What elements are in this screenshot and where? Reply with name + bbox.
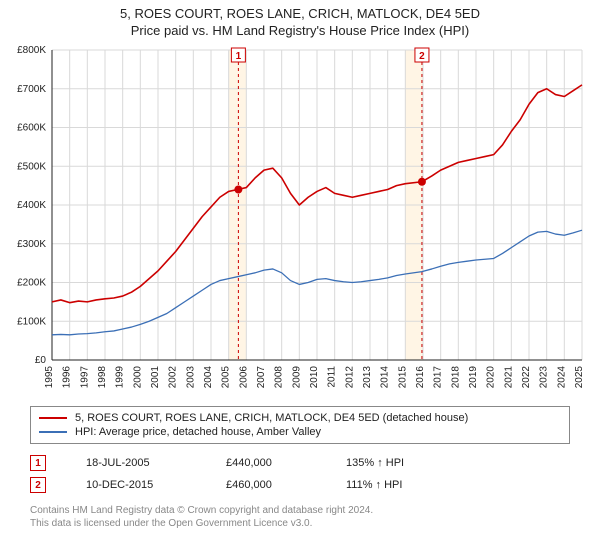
svg-text:2012: 2012 [344, 366, 355, 389]
svg-text:2018: 2018 [450, 366, 461, 389]
legend-item: 5, ROES COURT, ROES LANE, CRICH, MATLOCK… [39, 411, 561, 425]
svg-text:1999: 1999 [115, 366, 126, 389]
svg-text:£300K: £300K [17, 239, 46, 250]
svg-text:2022: 2022 [521, 366, 532, 389]
svg-text:1997: 1997 [79, 366, 90, 389]
legend: 5, ROES COURT, ROES LANE, CRICH, MATLOCK… [30, 406, 570, 444]
sale-row: 1 18-JUL-2005 £440,000 135% ↑ HPI [30, 452, 570, 474]
legend-item: HPI: Average price, detached house, Ambe… [39, 425, 561, 439]
svg-text:2014: 2014 [380, 366, 391, 389]
svg-text:2015: 2015 [397, 366, 408, 389]
svg-text:2013: 2013 [362, 366, 373, 389]
svg-text:2025: 2025 [574, 366, 585, 389]
chart-title-address: 5, ROES COURT, ROES LANE, CRICH, MATLOCK… [0, 6, 600, 21]
sale-hpi-ratio: 111% ↑ HPI [346, 479, 402, 491]
svg-text:1996: 1996 [62, 366, 73, 389]
sale-price: £460,000 [226, 479, 306, 491]
sale-date: 18-JUL-2005 [86, 457, 186, 469]
footer-line: This data is licensed under the Open Gov… [30, 517, 570, 530]
sales-table: 1 18-JUL-2005 £440,000 135% ↑ HPI 2 10-D… [30, 452, 570, 496]
svg-text:2017: 2017 [433, 366, 444, 389]
svg-text:£800K: £800K [17, 45, 46, 56]
svg-text:2016: 2016 [415, 366, 426, 389]
svg-text:£600K: £600K [17, 123, 46, 134]
svg-text:£700K: £700K [17, 84, 46, 95]
svg-text:2011: 2011 [327, 366, 338, 388]
chart-title-block: 5, ROES COURT, ROES LANE, CRICH, MATLOCK… [0, 0, 600, 40]
sale-row: 2 10-DEC-2015 £460,000 111% ↑ HPI [30, 474, 570, 496]
svg-text:2000: 2000 [132, 366, 143, 389]
chart-area: £0 £100K £200K £300K £400K £500K £600K £700K £80… [0, 40, 600, 400]
svg-text:2009: 2009 [291, 366, 302, 389]
svg-text:2: 2 [419, 51, 425, 62]
svg-text:2008: 2008 [274, 366, 285, 389]
sale-badge: 2 [30, 477, 46, 493]
svg-text:1995: 1995 [44, 366, 55, 389]
svg-text:2019: 2019 [468, 366, 479, 389]
footer-line: Contains HM Land Registry data © Crown c… [30, 504, 570, 517]
legend-swatch [39, 431, 67, 433]
svg-text:2007: 2007 [256, 366, 267, 389]
footer-attribution: Contains HM Land Registry data © Crown c… [30, 504, 570, 530]
chart-title-subtitle: Price paid vs. HM Land Registry's House … [0, 23, 600, 38]
svg-text:2005: 2005 [221, 366, 232, 389]
sale-hpi-ratio: 135% ↑ HPI [346, 457, 404, 469]
svg-text:1998: 1998 [97, 366, 108, 389]
svg-text:2024: 2024 [556, 366, 567, 389]
legend-swatch [39, 417, 67, 419]
svg-text:£100K: £100K [17, 316, 46, 327]
svg-text:1: 1 [236, 51, 242, 62]
sale-badge: 1 [30, 455, 46, 471]
svg-text:2002: 2002 [168, 366, 179, 389]
svg-text:2020: 2020 [486, 366, 497, 389]
svg-text:£0: £0 [35, 355, 47, 366]
svg-text:2006: 2006 [238, 366, 249, 389]
svg-text:2004: 2004 [203, 366, 214, 389]
svg-text:£200K: £200K [17, 278, 46, 289]
legend-label: HPI: Average price, detached house, Ambe… [75, 426, 321, 438]
legend-label: 5, ROES COURT, ROES LANE, CRICH, MATLOCK… [75, 412, 468, 424]
sale-date: 10-DEC-2015 [86, 479, 186, 491]
chart-svg: £0 £100K £200K £300K £400K £500K £600K £700K £80… [0, 40, 600, 400]
svg-text:2001: 2001 [150, 366, 161, 389]
svg-text:2010: 2010 [309, 366, 320, 389]
svg-text:2023: 2023 [539, 366, 550, 389]
svg-text:£500K: £500K [17, 161, 46, 172]
svg-text:2003: 2003 [185, 366, 196, 389]
svg-text:2021: 2021 [503, 366, 514, 389]
svg-text:£400K: £400K [17, 200, 46, 211]
sale-price: £440,000 [226, 457, 306, 469]
